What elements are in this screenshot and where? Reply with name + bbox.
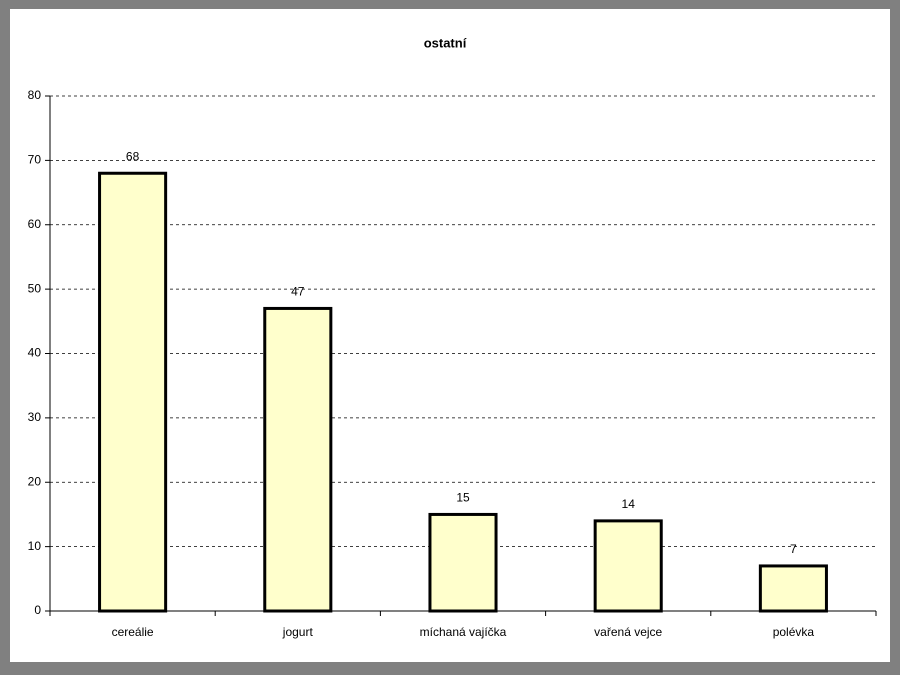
y-tick-label: 50 (28, 281, 42, 295)
y-tick-label: 30 (28, 410, 42, 424)
x-tick-label: polévka (773, 625, 815, 639)
bar (428, 512, 498, 613)
x-tick-label: cereálie (112, 625, 154, 639)
x-tick-label: jogurt (282, 625, 314, 639)
bar (263, 306, 333, 613)
y-tick-label: 80 (28, 88, 42, 102)
chart-title: ostatní (424, 35, 467, 50)
value-label: 14 (622, 497, 636, 511)
y-tick-label: 10 (28, 539, 42, 553)
x-tick-label: míchaná vajíčka (420, 625, 507, 639)
bar (98, 171, 168, 613)
y-tick-label: 40 (28, 346, 42, 360)
value-label: 7 (790, 542, 797, 556)
x-tick-label: vařená vejce (594, 625, 662, 639)
value-label: 15 (456, 491, 470, 505)
value-label: 47 (291, 285, 305, 299)
y-tick-label: 20 (28, 474, 42, 488)
bar (758, 564, 828, 613)
bar (593, 519, 663, 613)
y-tick-label: 0 (34, 603, 41, 617)
y-tick-label: 70 (28, 153, 42, 167)
value-label: 68 (126, 149, 140, 163)
y-tick-label: 60 (28, 217, 42, 231)
